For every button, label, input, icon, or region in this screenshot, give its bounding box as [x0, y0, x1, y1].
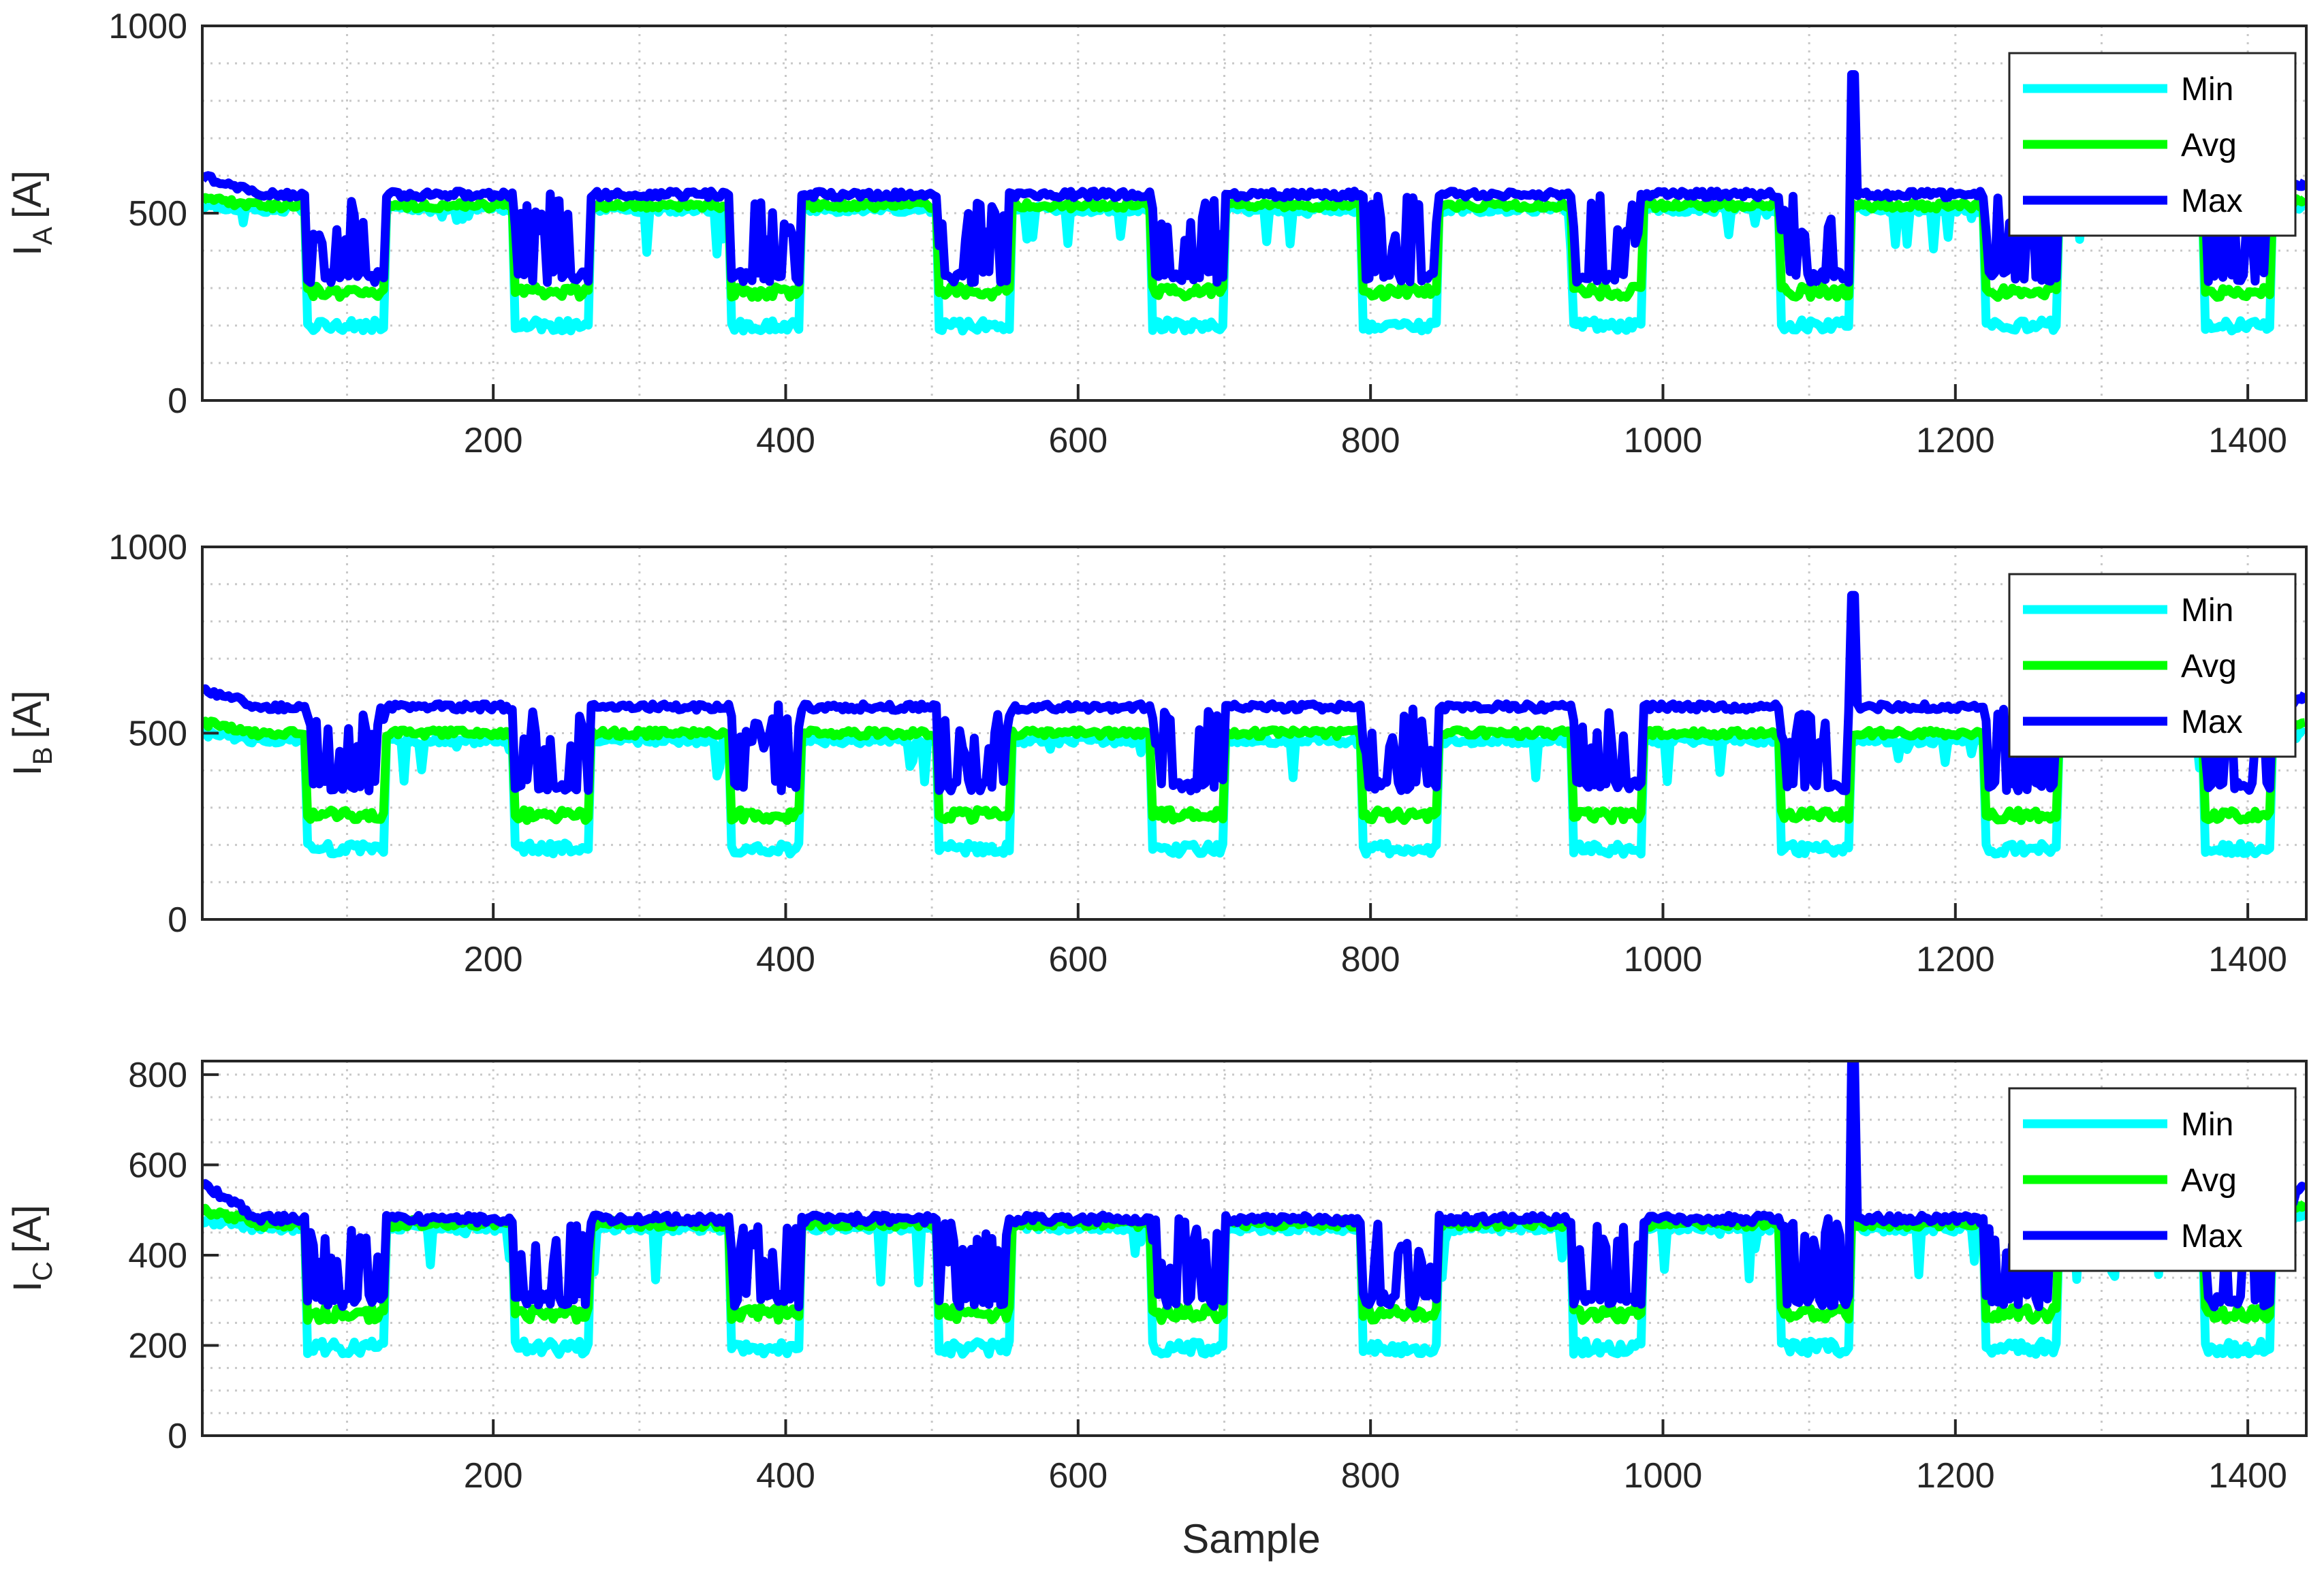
legend-label-max: Max [2181, 183, 2243, 219]
y-axis-label: IB [A] [5, 691, 58, 776]
y-axis-label: IA [A] [5, 170, 58, 256]
y-axis-label-main: I [5, 1281, 50, 1292]
series-line-max [202, 70, 2306, 287]
x-tick-label: 800 [1341, 940, 1400, 979]
x-tick-label: 1000 [1624, 1456, 1703, 1496]
legend-label-min: Min [2181, 1107, 2233, 1143]
series-group [202, 70, 2306, 336]
legend: Min Avg Max [2008, 1087, 2297, 1272]
y-tick-label: 0 [168, 381, 187, 421]
y-tick-label: 800 [128, 1056, 187, 1095]
x-tick-label: 1200 [1916, 421, 1995, 460]
x-tick-label: 200 [464, 1456, 523, 1496]
x-tick-label: 1400 [2208, 421, 2287, 460]
x-tick-label: 200 [464, 940, 523, 979]
legend-label-max: Max [2181, 704, 2243, 740]
series-line-max [202, 1061, 2306, 1312]
grid [202, 1061, 2306, 1436]
y-axis-label-sub: C [28, 1261, 58, 1281]
series-line-avg [202, 193, 2306, 302]
series-line-avg [202, 716, 2306, 825]
legend-label-max: Max [2181, 1218, 2243, 1254]
x-tick-label: 1000 [1624, 940, 1703, 979]
x-tick-label: 800 [1341, 1456, 1400, 1496]
legend-label-min: Min [2181, 593, 2233, 629]
grid [202, 26, 2306, 400]
x-tick-label: 800 [1341, 421, 1400, 460]
panel-3: 200 400 600 800 1000 1200 1400 0 200 400 600 800 IC [… [5, 1056, 2308, 1496]
series-group [202, 590, 2306, 859]
series-line-max [202, 590, 2306, 795]
y-tick-label: 1000 [108, 7, 187, 46]
x-tick-label: 400 [756, 1456, 815, 1496]
legend-label-min: Min [2181, 72, 2233, 108]
y-axis-label-main: I [5, 245, 50, 256]
y-tick-label: 0 [168, 900, 187, 940]
series-group [202, 1061, 2306, 1359]
x-tick-label: 600 [1048, 1456, 1108, 1496]
x-axis-label: Sample [1182, 1516, 1320, 1562]
y-tick-label: 600 [128, 1146, 187, 1185]
x-tick-label: 400 [756, 421, 815, 460]
y-tick-label: 200 [128, 1326, 187, 1366]
y-axis-label-sub: A [28, 227, 58, 245]
x-tick-label: 1000 [1624, 421, 1703, 460]
x-tick-label: 600 [1048, 421, 1108, 460]
y-axis-label-unit: [A] [5, 691, 50, 739]
panel-2: 200 400 600 800 1000 1200 1400 0 500 1000 IB [A] Min… [5, 528, 2308, 979]
legend-label-avg: Avg [2181, 648, 2237, 684]
x-tick-label: 200 [464, 421, 523, 460]
y-axis-label: IC [A] [5, 1205, 58, 1292]
x-tick-label: 600 [1048, 940, 1108, 979]
legend: Min Avg Max [2008, 573, 2297, 758]
x-tick-label: 1400 [2208, 1456, 2287, 1496]
y-axis-label-unit: [A] [5, 1205, 50, 1253]
x-tick-label: 400 [756, 940, 815, 979]
y-tick-label: 0 [168, 1417, 187, 1456]
x-tick-label: 1200 [1916, 1456, 1995, 1496]
y-axis-label-main: I [5, 765, 50, 776]
legend-label-avg: Avg [2181, 1163, 2237, 1199]
y-tick-label: 500 [128, 714, 187, 754]
axes-box [201, 1060, 2308, 1437]
y-tick-label: 1000 [108, 528, 187, 567]
y-axis-label-unit: [A] [5, 170, 50, 219]
y-tick-label: 500 [128, 194, 187, 234]
legend: Min Avg Max [2008, 52, 2297, 237]
y-tick-label: 400 [128, 1236, 187, 1276]
legend-label-avg: Avg [2181, 127, 2237, 163]
x-tick-label: 1400 [2208, 940, 2287, 979]
x-tick-label: 1200 [1916, 940, 1995, 979]
panel-1: 200 400 600 800 1000 1200 1400 0 500 1000 IA [A] Min… [5, 7, 2308, 460]
y-axis-label-sub: B [28, 747, 58, 766]
